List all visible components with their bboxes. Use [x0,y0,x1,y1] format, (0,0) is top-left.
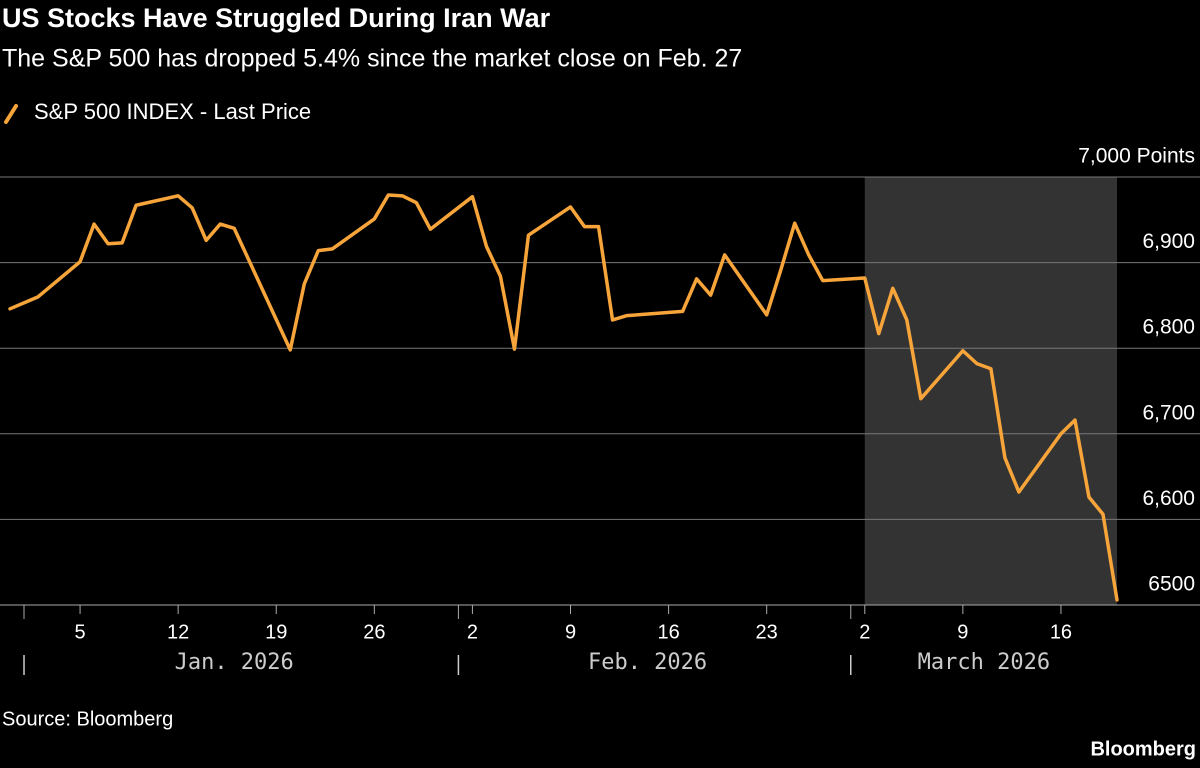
x-tick-label: 9 [957,621,968,643]
y-tick-label: 6,900 [1142,230,1195,253]
month-label: Jan. 2026 [175,650,294,675]
chart-title: US Stocks Have Struggled During Iran War [2,3,551,33]
x-tick-label: 16 [1050,621,1072,643]
y-tick-label: 7,000 Points [1078,145,1195,168]
month-label: March 2026 [918,650,1050,675]
x-tick-label: 23 [756,621,778,643]
x-tick-label: 2 [859,621,870,643]
month-label: Feb. 2026 [588,650,707,675]
shaded-region [864,177,1117,605]
y-tick-label: 6,600 [1142,487,1195,510]
brand: Bloomberg [1090,738,1196,760]
y-tick-label: 6,800 [1142,316,1195,339]
chart-subtitle: The S&P 500 has dropped 5.4% since the m… [2,45,742,73]
legend-swatch [4,104,18,124]
x-tick-label: 12 [167,621,189,643]
x-tick-label: 16 [657,621,679,643]
x-tick-label: 5 [75,621,86,643]
x-tick-label: 9 [565,621,576,643]
x-tick-label: 26 [363,621,385,643]
source: Source: Bloomberg [2,708,173,730]
x-tick-label: 2 [467,621,478,643]
y-tick-label: 6500 [1148,573,1195,596]
y-tick-label: 6,700 [1142,401,1195,424]
legend-label: S&P 500 INDEX - Last Price [34,99,311,124]
price-line [8,193,1119,602]
x-tick-label: 19 [265,621,287,643]
